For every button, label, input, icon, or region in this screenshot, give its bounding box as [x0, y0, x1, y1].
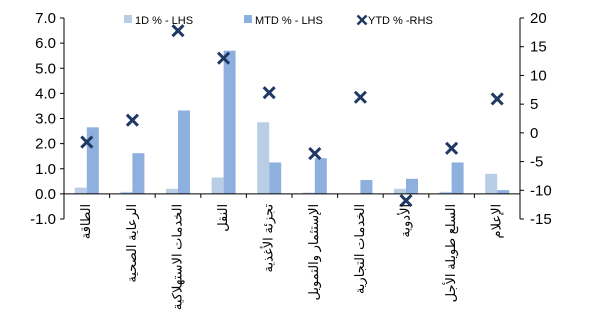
ytd-marker: [125, 113, 139, 127]
ytd-marker: [490, 92, 504, 106]
axes: [63, 18, 521, 219]
bar-mtd: [223, 50, 236, 194]
right-tick-label: 10: [530, 67, 547, 84]
bar-1d: [74, 187, 87, 194]
bar-1d: [257, 122, 270, 194]
category-label: الإستثمار والتمويل: [306, 204, 322, 301]
legend-item: MTD % - LHS: [244, 15, 323, 27]
bar-mtd: [451, 162, 464, 194]
category-labels: الطاقة الرعاية الصحية الخدمات الاستهلاكية ا…: [78, 204, 504, 311]
legend-swatch: [124, 15, 132, 23]
category-label: تجزئة الأغذية: [260, 204, 277, 273]
bar-mtd: [314, 158, 327, 194]
category-label: الخدمات الاستهلاكية: [169, 204, 185, 310]
legend: 1D % - LHS MTD % - LHS YTD % -RHS: [124, 14, 433, 27]
category-label: النقل: [215, 204, 230, 232]
category-label: الخدمات التجارية: [352, 204, 368, 294]
ytd-marker: [262, 86, 276, 100]
left-tick-label: 5.0: [35, 60, 56, 77]
bar-1d: [166, 188, 178, 194]
bar-1d: [485, 173, 498, 194]
legend-label: MTD % - LHS: [255, 15, 323, 27]
left-tick-label: 4.0: [35, 85, 56, 102]
ytd-marker: [308, 146, 322, 161]
right-axis-ticks: -15 -10 -5 0 5 10 15 20: [520, 10, 552, 228]
bar-1d: [394, 188, 406, 194]
left-axis-ticks: -1.0 0.0 1.0 2.0 3.0 4.0 5.0 6.0 7.0: [30, 10, 64, 228]
left-tick-label: 7.0: [35, 10, 56, 27]
right-tick-label: 0: [530, 125, 538, 142]
right-tick-label: -5: [530, 154, 543, 171]
left-tick-label: -1.0: [30, 211, 56, 228]
bar-mtd: [497, 190, 510, 194]
bar-1d: [302, 192, 315, 194]
left-tick-label: 3.0: [35, 111, 56, 128]
bar-mtd: [269, 162, 282, 194]
category-label: الطاقة: [78, 204, 93, 239]
bar-1d: [120, 191, 133, 194]
right-tick-label: 5: [530, 96, 538, 113]
ytd-marker: [171, 24, 185, 38]
left-tick-label: 1.0: [35, 161, 56, 178]
category-label: السلع طويلة الأجل: [442, 204, 459, 302]
bar-mtd: [360, 180, 373, 194]
legend-swatch: [244, 15, 252, 23]
ytd-marker: [80, 135, 94, 149]
bar-1d: [439, 191, 452, 194]
legend-label: YTD % -RHS: [368, 15, 433, 27]
category-label: الرعاية الصحية: [124, 204, 140, 283]
ytd-marker: [353, 90, 367, 104]
right-tick-label: 20: [530, 10, 547, 27]
bar-mtd: [406, 178, 418, 194]
ytd-marker: [399, 194, 413, 208]
right-tick-label: 15: [530, 39, 547, 56]
left-tick-label: 6.0: [35, 35, 56, 52]
left-tick-label: 2.0: [35, 136, 56, 153]
markers: [80, 24, 504, 208]
legend-item: YTD % -RHS: [356, 14, 433, 27]
left-tick-label: 0.0: [35, 186, 56, 203]
legend-item: 1D % - LHS: [124, 15, 193, 27]
category-label: الأدوية: [396, 204, 413, 238]
bar-1d: [211, 177, 224, 194]
category-label: الإعلام: [489, 204, 505, 239]
right-tick-label: -10: [530, 182, 552, 199]
bar-mtd: [132, 153, 145, 194]
legend-marker: [356, 14, 368, 26]
ytd-marker: [445, 141, 459, 155]
bars: [74, 50, 510, 194]
right-tick-label: -15: [530, 211, 552, 228]
ytd-marker: [217, 51, 231, 65]
bar-mtd: [178, 110, 190, 194]
legend-label: 1D % - LHS: [135, 15, 193, 27]
